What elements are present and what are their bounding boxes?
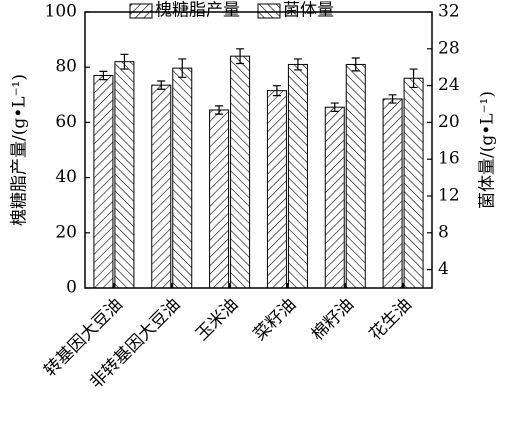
y2-tick-label: 24 [438,75,460,95]
bar [382,98,403,289]
x-tick-label: 花生油 [366,295,416,345]
error-bar [157,80,166,90]
bar [230,55,251,289]
legend-swatch [257,3,281,19]
y2-tick-label: 4 [438,259,449,279]
x-tick-label: 玉米油 [192,295,242,345]
y2-tick-label: 32 [438,2,460,22]
error-bar [388,94,397,104]
bar [287,63,308,289]
error-bar [99,70,108,81]
legend-label: 槐糖脂产量 [155,1,240,21]
y2-tick-label: 28 [438,38,460,58]
error-bar [409,68,418,89]
error-bar [330,102,339,112]
y-tick-label: 0 [66,278,77,298]
error-bar [120,53,129,70]
error-bar [215,105,224,115]
y-axis-label: 槐糖脂产量/(g•L⁻¹) [10,74,30,226]
x-tick-label: 棉籽油 [308,295,358,345]
y2-axis-label: 菌体量/(g•L⁻¹) [478,91,498,209]
bar [93,74,114,289]
y2-tick-label: 20 [438,112,460,132]
error-bar [351,57,360,72]
y-tick-label: 80 [55,57,77,77]
bar [209,109,230,289]
bar [266,90,287,289]
y-tick-label: 60 [55,112,77,132]
y-tick-label: 40 [55,167,77,187]
legend-label: 菌体量 [283,1,334,21]
y2-tick-label: 8 [438,222,449,242]
bar [172,67,193,289]
bar [324,106,345,289]
error-bar [178,58,187,78]
y-tick-label: 100 [45,2,77,22]
plot-frame [84,11,433,289]
x-tick-label: 菜籽油 [250,295,300,345]
y2-tick-label: 16 [438,149,460,169]
bar [114,61,135,289]
bar [151,84,172,289]
error-bar [293,58,302,71]
y2-tick-label: 12 [438,186,460,206]
legend-swatch [129,3,153,19]
error-bar [272,85,281,97]
bar [345,63,366,289]
y-tick-label: 20 [55,222,77,242]
bar [403,77,424,289]
error-bar [236,48,245,65]
